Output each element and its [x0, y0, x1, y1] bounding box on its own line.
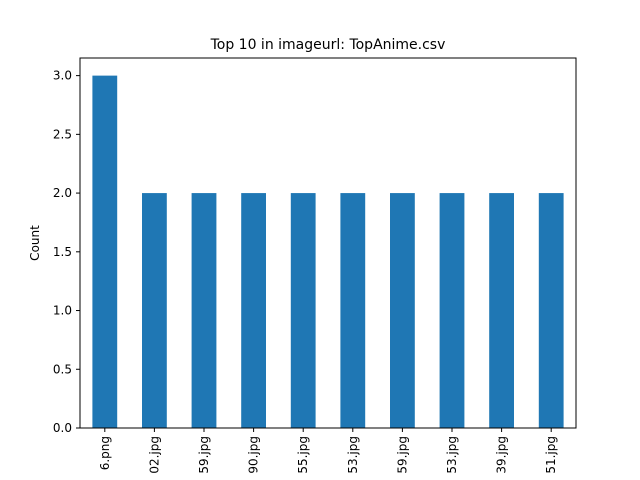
x-tick-label-4: 55.jpg — [296, 436, 310, 474]
bar-5 — [340, 193, 366, 428]
bar-6 — [390, 193, 415, 428]
x-tick-label-7: 53.jpg — [445, 436, 459, 474]
x-tick-label-6: 59.jpg — [395, 436, 409, 474]
bar-8 — [489, 193, 514, 428]
bar-4 — [290, 193, 316, 428]
y-tick-label-1: 0.5 — [53, 362, 72, 376]
y-axis: 0.0 0.5 1.0 1.5 2.0 2.5 3.0 — [53, 69, 80, 435]
y-axis-label: Count — [28, 225, 42, 261]
plot-frame — [79, 57, 577, 429]
bar-2 — [191, 193, 217, 428]
x-tick-label-2: 59.jpg — [197, 436, 211, 474]
y-tick-label-5: 2.5 — [53, 127, 72, 141]
y-tick-label-4: 2.0 — [53, 186, 72, 200]
y-tick-label-0: 0.0 — [53, 421, 72, 435]
bar-9 — [538, 193, 564, 428]
bar-3 — [241, 193, 266, 428]
x-tick-label-9: 51.jpg — [544, 436, 558, 474]
y-tick-label-6: 3.0 — [53, 69, 72, 83]
y-tick-label-3: 1.5 — [53, 245, 72, 259]
y-tick-label-2: 1.0 — [53, 304, 72, 318]
x-axis: 6.png 02.jpg 59.jpg 90.jpg 55.jpg 53.jpg 59.jp… — [98, 428, 558, 474]
x-tick-label-3: 90.jpg — [247, 436, 261, 474]
x-tick-label-0: 6.png — [98, 436, 112, 470]
bar-1 — [142, 193, 167, 428]
x-tick-label-8: 39.jpg — [495, 436, 509, 474]
chart-title: Top 10 in imageurl: TopAnime.csv — [210, 37, 446, 53]
x-tick-label-5: 53.jpg — [346, 436, 360, 474]
x-tick-label-1: 02.jpg — [147, 436, 161, 474]
bar-0 — [92, 75, 118, 428]
bar-7 — [439, 193, 465, 428]
bars-group — [92, 75, 564, 428]
